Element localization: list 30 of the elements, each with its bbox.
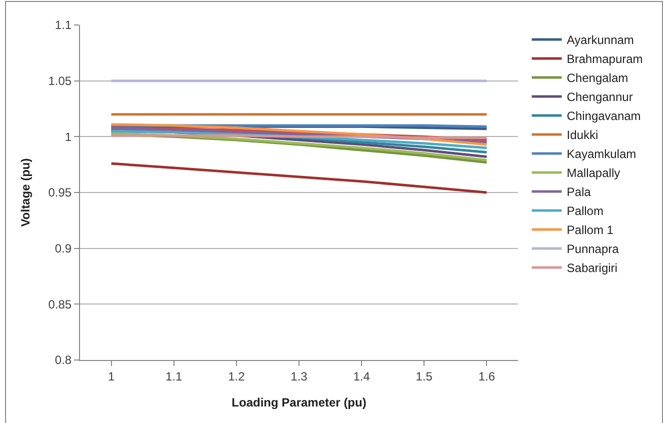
- legend-label: Mallapally: [566, 166, 620, 180]
- legend-label: Kayamkulam: [566, 147, 636, 162]
- x-tick-label: 1.3: [290, 369, 308, 384]
- y-axis-title: Voltage (pu): [18, 158, 33, 227]
- y-tick-label: 0.8: [54, 353, 72, 368]
- legend-label: Brahmapuram: [566, 52, 643, 66]
- legend-label: Sabarigiri: [566, 261, 618, 276]
- y-tick-label: 1: [64, 130, 72, 144]
- legend-label: Pala: [566, 185, 592, 200]
- y-tick-label: 0.85: [48, 297, 72, 312]
- x-tick-label: 1.4: [353, 369, 370, 384]
- x-tick-label: 1: [108, 369, 115, 384]
- x-tick-label: 1.1: [166, 369, 183, 384]
- legend-label: Chengannur: [566, 90, 633, 104]
- legend-label: Pallom: [566, 204, 604, 218]
- legend-label: Chengalam: [566, 71, 628, 86]
- legend-label: Punnapra: [566, 242, 620, 256]
- legend-label: Idukki: [566, 128, 598, 142]
- y-tick-label: 0.9: [54, 242, 72, 256]
- x-tick-label: 1.5: [416, 369, 433, 384]
- x-axis-title: Loading Parameter (pu): [232, 395, 366, 410]
- y-tick-label: 1.05: [48, 74, 72, 88]
- legend-label: Pallom 1: [566, 223, 614, 238]
- y-tick-label: 0.95: [48, 186, 72, 200]
- legend-label: Chingavanam: [566, 109, 641, 124]
- x-tick-label: 1.6: [478, 369, 496, 384]
- y-tick-label: 1.1: [54, 18, 72, 32]
- legend-label: Ayarkunnam: [566, 33, 634, 48]
- line-series: [110, 162, 488, 194]
- x-tick-label: 1.2: [228, 369, 246, 384]
